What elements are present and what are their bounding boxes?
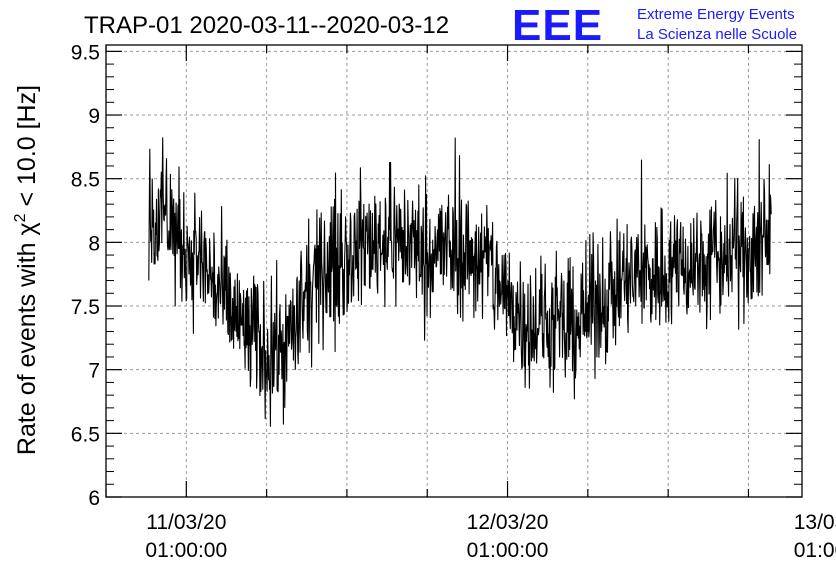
eee-logo-line2: La Scienza nelle Scuole xyxy=(637,26,797,43)
y-tick-label: 7 xyxy=(88,360,100,383)
x-tick-label-date: 11/03/20 xyxy=(146,511,226,534)
plot-frame xyxy=(105,44,803,498)
x-tick-label-time: 01:00:0 xyxy=(794,539,836,562)
chart-title: TRAP-01 2020-03-11--2020-03-12 xyxy=(84,12,449,39)
y-axis-label: Rate of events with χ2 < 10.0 [Hz] xyxy=(12,85,41,455)
y-tick-label: 9.5 xyxy=(71,41,100,64)
x-tick-label-time: 01:00:00 xyxy=(467,539,549,562)
y-tick-label: 6 xyxy=(88,487,100,510)
x-tick-label-date: 12/03/20 xyxy=(467,511,549,534)
eee-logo-line1: Extreme Energy Events xyxy=(637,6,795,23)
y-tick-label: 6.5 xyxy=(71,423,100,446)
axis-ticks: 6 6.5 7 7.5 8 8.5 9 9.5 11/03/20 01:00:00 12/03/20… xyxy=(71,41,836,562)
y-tick-label: 8 xyxy=(88,232,100,255)
series-line xyxy=(148,137,772,427)
eee-logo-mark: EEE xyxy=(512,1,603,50)
y-tick-label: 9 xyxy=(88,105,100,128)
x-tick-label-date: 13/03/2 xyxy=(794,511,836,534)
series-layer xyxy=(148,137,772,427)
x-tick-label-time: 01:00:00 xyxy=(145,539,227,562)
y-tick-label: 8.5 xyxy=(71,169,100,192)
eee-logo: EEE Extreme Energy Events La Scienza nel… xyxy=(512,1,797,50)
y-tick-label: 7.5 xyxy=(71,296,100,319)
